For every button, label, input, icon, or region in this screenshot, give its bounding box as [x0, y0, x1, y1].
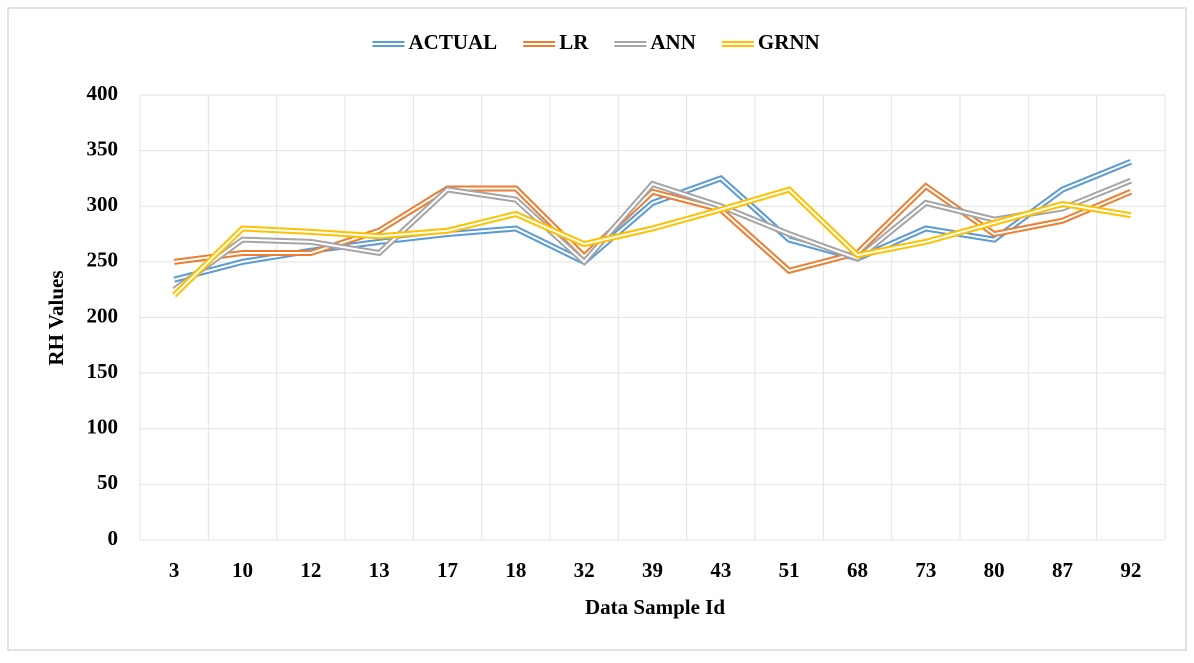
chart-frame	[7, 7, 1187, 651]
y-tick-label: 50	[97, 470, 118, 494]
y-tick-label: 400	[87, 81, 119, 105]
x-tick-label: 73	[915, 558, 936, 582]
legend-label: ANN	[650, 30, 696, 54]
x-tick-label: 13	[369, 558, 390, 582]
y-tick-label: 0	[108, 526, 119, 550]
x-tick-label: 92	[1120, 558, 1141, 582]
x-tick-label: 39	[642, 558, 663, 582]
x-tick-label: 51	[779, 558, 800, 582]
y-tick-label: 150	[87, 359, 119, 383]
x-tick-label: 43	[710, 558, 731, 582]
x-tick-label: 10	[232, 558, 253, 582]
y-tick-label: 200	[87, 303, 119, 327]
legend-label: ACTUAL	[409, 30, 498, 54]
x-tick-label: 12	[300, 558, 321, 582]
series-line-inner	[173, 179, 1132, 291]
legend-label: LR	[559, 30, 589, 54]
x-axis-label: Data Sample Id	[585, 595, 725, 619]
y-tick-label: 250	[87, 248, 119, 272]
x-tick-label: 32	[574, 558, 595, 582]
x-tick-label: 87	[1052, 558, 1073, 582]
series-line-inner	[173, 188, 1131, 296]
x-tick-label: 3	[169, 558, 180, 582]
legend-label: GRNN	[758, 30, 820, 54]
x-tick-label: 68	[847, 558, 868, 582]
y-tick-label: 300	[87, 192, 119, 216]
x-tick-label: 80	[984, 558, 1005, 582]
x-tick-label: 17	[437, 558, 458, 582]
y-axis-label: RH Values	[44, 270, 68, 365]
y-tick-label: 100	[87, 415, 119, 439]
x-tick-label: 18	[505, 558, 526, 582]
y-tick-label: 350	[87, 136, 119, 160]
